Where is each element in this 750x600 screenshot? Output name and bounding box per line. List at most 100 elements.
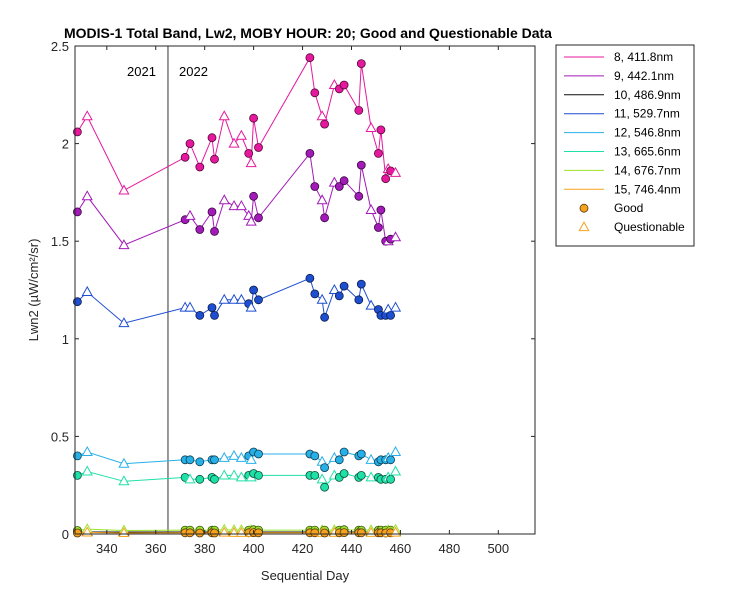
good-point — [207, 133, 217, 143]
questionable-point — [235, 293, 247, 304]
good-point — [207, 207, 217, 217]
year-label-left: 2021 — [127, 64, 156, 79]
good-point — [320, 213, 330, 223]
legend-label: 14, 676.7nm — [614, 163, 681, 177]
questionable-point — [218, 469, 230, 480]
good-point — [334, 291, 344, 301]
legend-label: Good — [614, 201, 643, 215]
good-point — [339, 80, 349, 90]
legend-entry: 9, 442.1nm — [564, 69, 674, 83]
legend-label: 13, 665.6nm — [614, 145, 681, 159]
good-point — [320, 119, 330, 129]
legend-box — [555, 44, 695, 247]
questionable-point — [245, 453, 257, 464]
good-point — [195, 528, 205, 538]
questionable-point — [389, 231, 402, 242]
good-point — [356, 160, 366, 170]
good-point — [195, 474, 205, 484]
good-point — [356, 470, 366, 480]
questionable-point — [118, 317, 130, 328]
questionable-point — [235, 129, 247, 140]
x-tick-label: 400 — [243, 541, 265, 556]
y-tick-label: 0.5 — [51, 429, 69, 444]
good-point — [254, 449, 263, 459]
series-1 — [73, 53, 402, 195]
good-point — [185, 528, 195, 538]
questionable-point — [365, 471, 377, 482]
questionable-point — [365, 121, 377, 132]
good-point — [386, 310, 396, 320]
questionable-point — [81, 190, 93, 201]
legend-entry: 8, 411.8nm — [564, 50, 673, 64]
questionable-point — [245, 157, 257, 168]
good-point — [356, 528, 366, 538]
x-axis: 340 360 380 400 420 440 460 480 500 — [96, 46, 509, 556]
good-point — [210, 226, 219, 236]
good-point — [195, 225, 205, 234]
good-point — [386, 474, 396, 484]
good-point — [339, 281, 349, 291]
good-point — [310, 451, 320, 461]
plot-background — [75, 46, 535, 534]
x-tick-label: 460 — [390, 541, 412, 556]
questionable-point — [118, 475, 130, 486]
questionable-point — [245, 215, 257, 226]
y-axis: 0 0.5 1 1.5 2 2.5 — [51, 39, 535, 542]
series-4 — [73, 273, 402, 328]
good-point — [210, 154, 219, 164]
good-point — [310, 289, 320, 299]
questionable-point — [184, 209, 196, 220]
y-tick-label: 0 — [62, 527, 69, 542]
questionable-point — [235, 451, 247, 462]
legend-entry: 13, 665.6nm — [564, 145, 681, 159]
good-point — [305, 53, 315, 63]
questionable-point — [316, 293, 328, 304]
questionable-point — [316, 194, 328, 205]
x-tick-label: 340 — [96, 541, 118, 556]
y-tick-label: 1 — [62, 332, 69, 347]
questionable-point — [218, 194, 230, 205]
x-tick-label: 380 — [194, 541, 216, 556]
legend-entry: 14, 676.7nm — [564, 163, 681, 177]
good-point — [305, 273, 315, 283]
y-tick-label: 1.5 — [51, 234, 69, 249]
good-point — [207, 303, 217, 313]
good-point — [376, 125, 386, 135]
questionable-point — [81, 465, 93, 476]
legend: 8, 411.8nm 9, 442.1nm 10, 486.9nm 11, 529.7… — [555, 44, 695, 247]
good-point — [339, 447, 349, 457]
good-point — [320, 312, 330, 322]
good-point — [356, 449, 366, 459]
questionable-point — [218, 451, 230, 462]
good-point — [254, 143, 263, 152]
good-point — [310, 182, 320, 191]
good-point — [339, 176, 349, 186]
good-point — [334, 182, 344, 191]
good-point — [210, 310, 219, 320]
x-axis-label: Sequential Day — [261, 568, 350, 583]
legend-entry: 15, 746.4nm — [564, 182, 681, 196]
legend-good-marker — [579, 203, 589, 213]
axes-box — [74, 45, 536, 535]
good-point — [356, 279, 366, 289]
chart-title: MODIS-1 Total Band, Lw2, MOBY HOUR: 20; … — [64, 25, 552, 41]
questionable-point — [245, 301, 257, 312]
questionable-point — [389, 301, 402, 312]
good-point — [185, 139, 195, 149]
y-tick-label: 2 — [62, 137, 69, 152]
good-point — [334, 455, 344, 465]
good-point — [354, 106, 364, 115]
good-point — [305, 148, 315, 158]
questionable-point — [184, 473, 196, 484]
x-tick-label: 440 — [341, 541, 363, 556]
legend-label: 11, 529.7nm — [614, 107, 680, 121]
legend-label: 12, 546.8nm — [614, 126, 681, 140]
series-6 — [73, 465, 402, 492]
x-tick-label: 500 — [487, 541, 509, 556]
good-point — [254, 528, 263, 538]
plot-area — [73, 45, 536, 538]
legend-entry-triangle: Questionable — [578, 220, 685, 234]
good-point — [185, 455, 195, 465]
year-label-right: 2022 — [179, 64, 208, 79]
